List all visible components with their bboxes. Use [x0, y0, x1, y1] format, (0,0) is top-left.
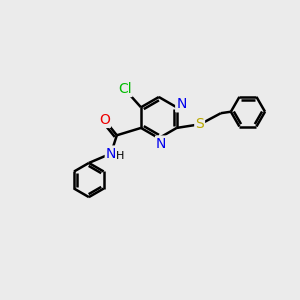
- Text: H: H: [116, 151, 124, 161]
- Text: N: N: [106, 146, 116, 161]
- Text: S: S: [195, 117, 204, 131]
- Text: N: N: [176, 98, 187, 111]
- Text: N: N: [156, 136, 166, 151]
- Text: Cl: Cl: [118, 82, 132, 96]
- Text: O: O: [99, 113, 110, 127]
